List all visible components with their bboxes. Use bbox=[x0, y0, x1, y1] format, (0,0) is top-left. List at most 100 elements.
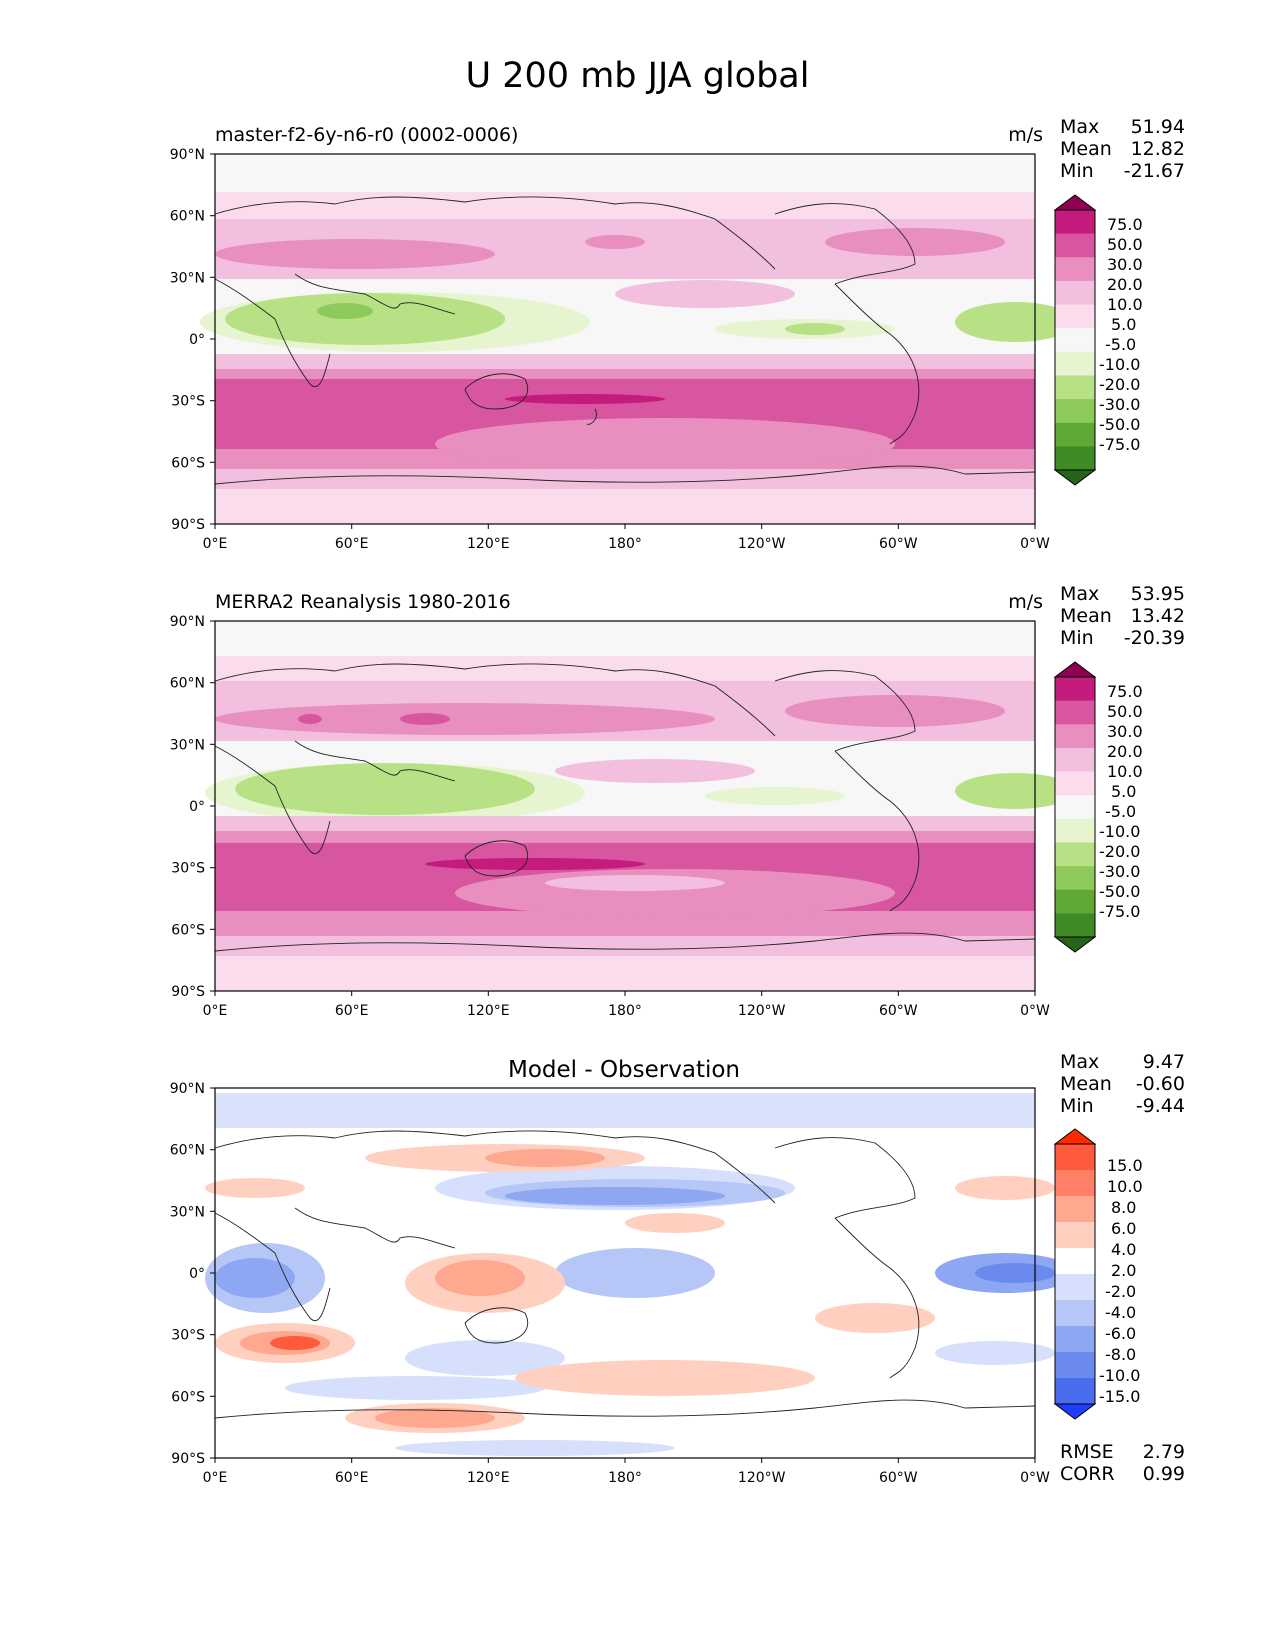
lat-tick-label: 60°N bbox=[170, 676, 205, 692]
colorbar-label: -15.0 bbox=[1099, 1387, 1140, 1406]
panel1-title: master-f2-6y-n6-r0 (0002-0006) bbox=[215, 124, 519, 146]
lon-tick-label: 120°W bbox=[738, 1470, 786, 1486]
contour-band bbox=[615, 280, 795, 308]
panel1-units: m/s bbox=[1008, 124, 1043, 146]
colorbar-swatch bbox=[1055, 399, 1095, 424]
coastlines bbox=[214, 196, 1036, 485]
stat-value: 53.95 bbox=[1130, 583, 1185, 605]
contour-band bbox=[375, 1408, 495, 1428]
contour-band bbox=[215, 703, 715, 735]
contour-band bbox=[405, 1340, 565, 1376]
colorbar-label: -30.0 bbox=[1099, 395, 1140, 414]
panel3-stats: Max 9.47 Mean -0.60 Min -9.44 bbox=[1060, 1051, 1185, 1117]
figure-title: U 200 mb JJA global bbox=[465, 56, 810, 96]
colorbar-label: 15.0 bbox=[1107, 1156, 1143, 1175]
colorbar-label: -50.0 bbox=[1099, 415, 1140, 434]
colorbar-swatch bbox=[1055, 1170, 1095, 1197]
colorbar-label: 75.0 bbox=[1107, 682, 1143, 701]
lon-tick-label: 0°W bbox=[1020, 536, 1050, 552]
colorbar-extend-bottom bbox=[1053, 1403, 1097, 1420]
contour-band bbox=[705, 787, 845, 805]
lat-tick-label: 90°N bbox=[170, 614, 205, 630]
contour-band bbox=[555, 1248, 715, 1298]
colorbar-label: -5.0 bbox=[1105, 802, 1136, 821]
lon-tick-label: 120°W bbox=[738, 536, 786, 552]
colorbar-extend-top bbox=[1053, 194, 1097, 211]
panel2-colorbar: 75.0 50.0 30.0 20.0 10.0 5.0 -5.0 -10.0 … bbox=[1053, 661, 1143, 953]
contour-band bbox=[585, 235, 645, 249]
colorbar-swatch bbox=[1055, 724, 1095, 749]
colorbar-swatch bbox=[1055, 677, 1095, 702]
lat-tick-label: 60°N bbox=[170, 209, 205, 225]
colorbar-label: -75.0 bbox=[1099, 902, 1140, 921]
contour-band bbox=[215, 489, 1035, 524]
contour-band bbox=[225, 293, 505, 345]
contour-band bbox=[955, 1176, 1055, 1200]
lon-tick-label: 60°E bbox=[335, 536, 369, 552]
contour-band bbox=[435, 1260, 525, 1296]
colorbar-swatch bbox=[1055, 1274, 1095, 1301]
stat-label: Mean bbox=[1060, 1073, 1112, 1095]
colorbar-swatch bbox=[1055, 304, 1095, 329]
contour-band bbox=[270, 1336, 320, 1350]
lat-tick-label: 90°S bbox=[171, 1451, 205, 1467]
panel3-colorbar: 15.0 10.0 8.0 6.0 4.0 2.0 -2.0 -4.0 -6.0… bbox=[1053, 1128, 1143, 1420]
colorbar-swatch bbox=[1055, 771, 1095, 796]
colorbar-label: 50.0 bbox=[1107, 235, 1143, 254]
colorbar-label: -8.0 bbox=[1105, 1345, 1136, 1364]
colorbar-label: 50.0 bbox=[1107, 702, 1143, 721]
colorbar-label: 6.0 bbox=[1111, 1219, 1136, 1238]
stat-label: Max bbox=[1060, 116, 1100, 138]
contour-band bbox=[975, 1263, 1055, 1283]
colorbar-swatch bbox=[1055, 1222, 1095, 1249]
colorbar-swatch bbox=[1055, 257, 1095, 282]
lon-tick-label: 0°E bbox=[203, 536, 228, 552]
metric-label: CORR bbox=[1060, 1463, 1115, 1485]
lat-tick-label: 30°N bbox=[170, 270, 205, 286]
lat-tick-label: 90°S bbox=[171, 984, 205, 1000]
colorbar-swatch bbox=[1055, 1378, 1095, 1405]
colorbar-swatch bbox=[1055, 1144, 1095, 1171]
panel1-colorbar: 75.0 50.0 30.0 20.0 10.0 5.0 -5.0 -10.0 … bbox=[1053, 194, 1143, 486]
lat-tick-label: 90°S bbox=[171, 517, 205, 533]
stat-value: 9.47 bbox=[1142, 1051, 1185, 1073]
lon-tick-label: 60°E bbox=[335, 1003, 369, 1019]
contour-band bbox=[515, 1360, 815, 1396]
colorbar-swatch bbox=[1055, 866, 1095, 891]
colorbar-swatch bbox=[1055, 422, 1095, 447]
colorbar-label: -10.0 bbox=[1099, 355, 1140, 374]
colorbar-swatch bbox=[1055, 233, 1095, 258]
lon-tick-label: 0°E bbox=[203, 1003, 228, 1019]
lon-tick-label: 0°W bbox=[1020, 1470, 1050, 1486]
colorbar-extend-bottom bbox=[1053, 936, 1097, 953]
contour-band bbox=[815, 1303, 935, 1333]
colorbar-extend-top bbox=[1053, 1128, 1097, 1145]
colorbar-swatch bbox=[1055, 446, 1095, 471]
stat-value: -21.67 bbox=[1123, 160, 1185, 182]
lat-axis: 90°N 60°N 30°N 0° 30°S 60°S 90°S bbox=[170, 1081, 215, 1467]
stat-value: 12.82 bbox=[1130, 138, 1185, 160]
lat-tick-label: 30°N bbox=[170, 737, 205, 753]
colorbar-swatch bbox=[1055, 795, 1095, 820]
colorbar-label: 2.0 bbox=[1111, 1261, 1136, 1280]
contour-band bbox=[625, 1213, 725, 1233]
stat-label: Min bbox=[1060, 160, 1094, 182]
lat-tick-label: 60°S bbox=[171, 922, 205, 938]
colorbar-label: 10.0 bbox=[1107, 295, 1143, 314]
lat-tick-label: 60°S bbox=[171, 1389, 205, 1405]
contour-band bbox=[317, 303, 373, 319]
colorbar-swatch bbox=[1055, 1326, 1095, 1353]
contour-band bbox=[205, 1178, 305, 1198]
colorbar-swatch bbox=[1055, 913, 1095, 938]
colorbar-label: 4.0 bbox=[1111, 1240, 1136, 1259]
colorbar-label: 30.0 bbox=[1107, 722, 1143, 741]
panel1-map: 90°N 60°N 30°N 0° 30°S 60°S 90°S 0°E 60°… bbox=[170, 147, 1143, 552]
colorbar-label: -6.0 bbox=[1105, 1324, 1136, 1343]
lat-tick-label: 60°S bbox=[171, 455, 205, 471]
lon-tick-label: 60°W bbox=[879, 1470, 918, 1486]
colorbar-swatch bbox=[1055, 700, 1095, 725]
colorbar-label: 10.0 bbox=[1107, 1177, 1143, 1196]
contour-band bbox=[395, 1440, 675, 1456]
stat-label: Max bbox=[1060, 1051, 1100, 1073]
metric-value: 2.79 bbox=[1142, 1441, 1185, 1463]
